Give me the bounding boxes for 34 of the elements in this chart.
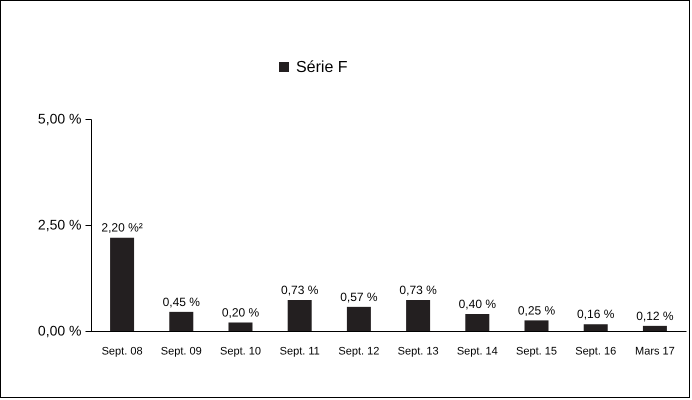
data-label: 0,45 % bbox=[162, 294, 200, 309]
x-tick-label: Sept. 13 bbox=[398, 346, 439, 358]
x-tick-label: Sept. 12 bbox=[338, 346, 380, 358]
bar bbox=[524, 320, 549, 331]
bar bbox=[169, 312, 194, 331]
x-tick-label: Sept. 09 bbox=[160, 346, 202, 358]
bar bbox=[346, 306, 371, 331]
x-tick-label: Mars 17 bbox=[635, 346, 675, 358]
data-label: 0,73 % bbox=[399, 283, 438, 298]
legend-label: Série F bbox=[296, 59, 348, 76]
x-tick-label: Sept. 15 bbox=[516, 346, 557, 358]
data-label: 0,16 % bbox=[577, 307, 615, 322]
bar bbox=[110, 238, 134, 331]
data-label: 0,57 % bbox=[340, 290, 378, 304]
data-label: 0,73 % bbox=[281, 283, 319, 298]
bar bbox=[584, 324, 608, 331]
x-tick-label: Sept. 10 bbox=[220, 346, 261, 358]
bar bbox=[465, 314, 490, 331]
bar bbox=[228, 322, 252, 331]
x-tick-label: Sept. 16 bbox=[575, 346, 616, 358]
data-label: 0,12 % bbox=[636, 308, 674, 323]
y-tick-label: 0,00 % bbox=[38, 322, 82, 338]
x-tick-label: Sept. 14 bbox=[456, 346, 498, 358]
data-label: 2,20 %² bbox=[101, 220, 143, 235]
bar bbox=[642, 326, 667, 331]
x-tick-label: Sept. 08 bbox=[102, 346, 143, 358]
data-label: 0,20 % bbox=[222, 306, 260, 320]
bar bbox=[288, 300, 312, 331]
data-label: 0,40 % bbox=[458, 297, 496, 312]
bar bbox=[406, 300, 430, 331]
y-tick-label: 5,00 % bbox=[38, 110, 82, 126]
data-label: 0,25 % bbox=[518, 303, 556, 318]
x-tick-label: Sept. 11 bbox=[280, 346, 320, 358]
y-tick-label: 2,50 % bbox=[38, 216, 82, 232]
